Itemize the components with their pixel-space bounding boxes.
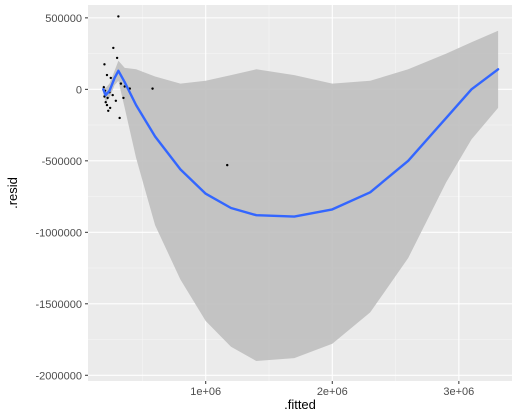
data-point xyxy=(118,116,121,120)
data-point xyxy=(119,82,123,85)
y-axis-title: .resid xyxy=(5,177,20,209)
data-point xyxy=(106,96,109,100)
confidence-band-layer xyxy=(103,30,499,361)
data-point xyxy=(104,101,107,104)
data-point xyxy=(117,15,120,18)
data-point xyxy=(115,56,119,60)
data-point xyxy=(103,63,106,66)
smooth-line-layer xyxy=(101,68,500,218)
x-tick-label: 2e+06 xyxy=(317,386,348,398)
data-point xyxy=(112,46,115,50)
data-point xyxy=(102,86,106,89)
data-point xyxy=(105,73,109,77)
y-tick-label: 0 xyxy=(76,84,82,96)
data-point xyxy=(108,106,112,110)
confidence-band xyxy=(103,30,499,361)
x-tick-label: 3e+06 xyxy=(443,386,474,398)
y-tick-label: -1500000 xyxy=(36,299,83,311)
x-axis-title: .fitted xyxy=(284,397,316,412)
data-point xyxy=(151,87,154,90)
loess-smooth-line xyxy=(101,68,500,218)
y-tick-label: -2000000 xyxy=(36,370,83,382)
data-point xyxy=(109,76,112,80)
y-tick-label: 500000 xyxy=(45,13,82,25)
y-tick-label: -500000 xyxy=(42,156,82,168)
data-point xyxy=(107,109,110,112)
y-tick-label: -1000000 xyxy=(36,227,83,239)
data-point xyxy=(105,103,109,107)
data-point xyxy=(122,96,125,100)
data-point xyxy=(111,93,114,97)
axes-layer: 1e+06 2e+06 3e+06 500000 0 -500000 -1000000 -15… xyxy=(36,13,475,398)
x-tick-label: 1e+06 xyxy=(190,386,221,398)
data-point xyxy=(114,99,118,102)
data-point xyxy=(226,163,229,167)
